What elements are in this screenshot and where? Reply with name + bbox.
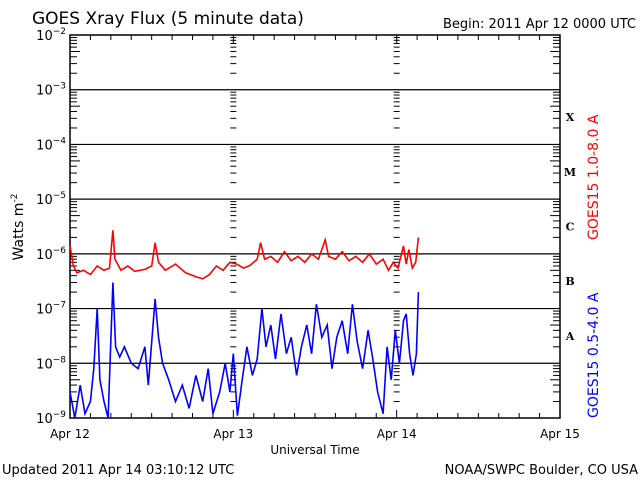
- y-tick-label: 10−5: [36, 191, 66, 208]
- begin-label: Begin: 2011 Apr 12 0000 UTC: [443, 17, 636, 32]
- x-tick-label: Apr 12: [50, 427, 90, 441]
- flare-class-C: C: [566, 221, 575, 234]
- y-axis-label-text: Watts m: [11, 203, 27, 261]
- legend-short: GOES15 0.5-4.0 A: [586, 292, 602, 418]
- legend-long: GOES15 1.0-8.0 A: [586, 114, 602, 240]
- x-axis-label: Universal Time: [270, 443, 359, 457]
- y-tick-label: 10−4: [36, 136, 66, 153]
- flare-class-B: B: [565, 275, 574, 288]
- y-tick-label: 10−6: [36, 246, 66, 263]
- svg-text:Watts m-2: Watts m-2: [10, 194, 27, 261]
- series-short-line: [69, 282, 420, 419]
- flare-class-X: X: [566, 111, 575, 124]
- axes-frame: [69, 34, 561, 419]
- y-tick-label: 10−9: [36, 410, 66, 427]
- x-tick-label: Apr 14: [377, 427, 417, 441]
- y-axis-label: Watts m-2: [10, 194, 27, 261]
- y-axis-label-sup: -2: [10, 194, 20, 203]
- series-long-line: [69, 230, 420, 280]
- x-tick-label: Apr 13: [213, 427, 253, 441]
- y-tick-label: 10−3: [36, 82, 66, 99]
- y-tick-label: 10−8: [36, 355, 66, 372]
- flare-class-A: A: [565, 330, 575, 343]
- chart-title: GOES Xray Flux (5 minute data): [32, 9, 304, 29]
- x-tick-label: Apr 15: [540, 427, 580, 441]
- y-tick-label: 10−2: [36, 27, 66, 44]
- footer-updated: Updated 2011 Apr 14 03:10:12 UTC: [2, 463, 234, 478]
- flare-class-M: M: [564, 166, 576, 179]
- footer-credit: NOAA/SWPC Boulder, CO USA: [445, 463, 638, 478]
- y-tick-label: 10−7: [36, 301, 66, 318]
